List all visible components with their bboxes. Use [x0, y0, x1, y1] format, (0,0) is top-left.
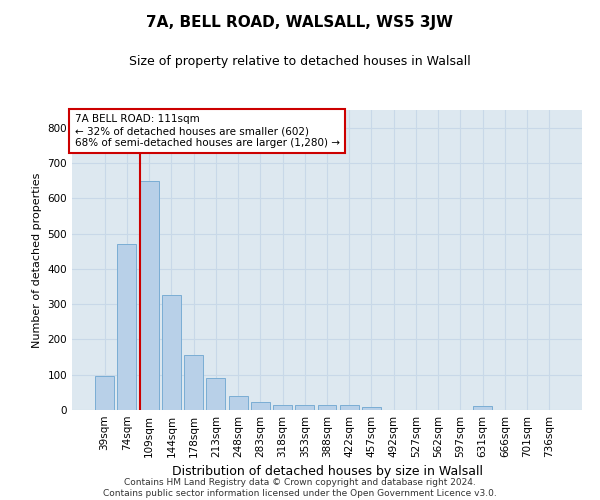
X-axis label: Distribution of detached houses by size in Walsall: Distribution of detached houses by size …	[172, 466, 482, 478]
Bar	[140, 182, 158, 410]
Bar	[340, 406, 359, 410]
Text: 7A BELL ROAD: 111sqm
← 32% of detached houses are smaller (602)
68% of semi-deta: 7A BELL ROAD: 111sqm ← 32% of detached h…	[74, 114, 340, 148]
Bar	[362, 407, 381, 410]
Y-axis label: Number of detached properties: Number of detached properties	[32, 172, 42, 348]
Bar	[473, 406, 492, 410]
Bar	[118, 244, 136, 410]
Bar	[184, 354, 203, 410]
Bar	[206, 378, 225, 410]
Bar	[273, 404, 292, 410]
Text: Size of property relative to detached houses in Walsall: Size of property relative to detached ho…	[129, 55, 471, 68]
Bar	[317, 406, 337, 410]
Bar	[295, 404, 314, 410]
Bar	[251, 402, 270, 410]
Bar	[95, 376, 114, 410]
Bar	[162, 296, 181, 410]
Text: 7A, BELL ROAD, WALSALL, WS5 3JW: 7A, BELL ROAD, WALSALL, WS5 3JW	[146, 15, 454, 30]
Bar	[229, 396, 248, 410]
Text: Contains HM Land Registry data © Crown copyright and database right 2024.
Contai: Contains HM Land Registry data © Crown c…	[103, 478, 497, 498]
